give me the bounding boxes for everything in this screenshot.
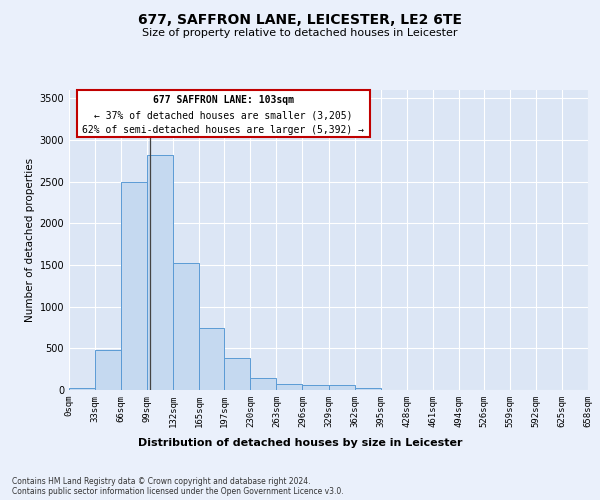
FancyBboxPatch shape [77,90,370,136]
Bar [199,328,224,390]
Text: 677 SAFFRON LANE: 103sqm: 677 SAFFRON LANE: 103sqm [153,95,294,105]
Bar [121,182,147,390]
Text: Contains HM Land Registry data © Crown copyright and database right 2024.: Contains HM Land Registry data © Crown c… [12,476,311,486]
Bar [69,388,95,390]
Text: ← 37% of detached houses are smaller (3,205): ← 37% of detached houses are smaller (3,… [94,110,353,120]
Bar [224,358,250,390]
Y-axis label: Number of detached properties: Number of detached properties [25,158,35,322]
Text: 677, SAFFRON LANE, LEICESTER, LE2 6TE: 677, SAFFRON LANE, LEICESTER, LE2 6TE [138,12,462,26]
Text: Contains public sector information licensed under the Open Government Licence v3: Contains public sector information licen… [12,486,344,496]
Text: Size of property relative to detached houses in Leicester: Size of property relative to detached ho… [142,28,458,38]
Bar [147,155,173,390]
Bar [277,384,302,390]
Bar [329,386,355,390]
Bar [302,386,329,390]
Bar [355,388,380,390]
Text: Distribution of detached houses by size in Leicester: Distribution of detached houses by size … [138,438,462,448]
Bar [95,350,121,390]
Bar [173,264,199,390]
Text: 62% of semi-detached houses are larger (5,392) →: 62% of semi-detached houses are larger (… [82,124,364,134]
Bar [250,378,277,390]
